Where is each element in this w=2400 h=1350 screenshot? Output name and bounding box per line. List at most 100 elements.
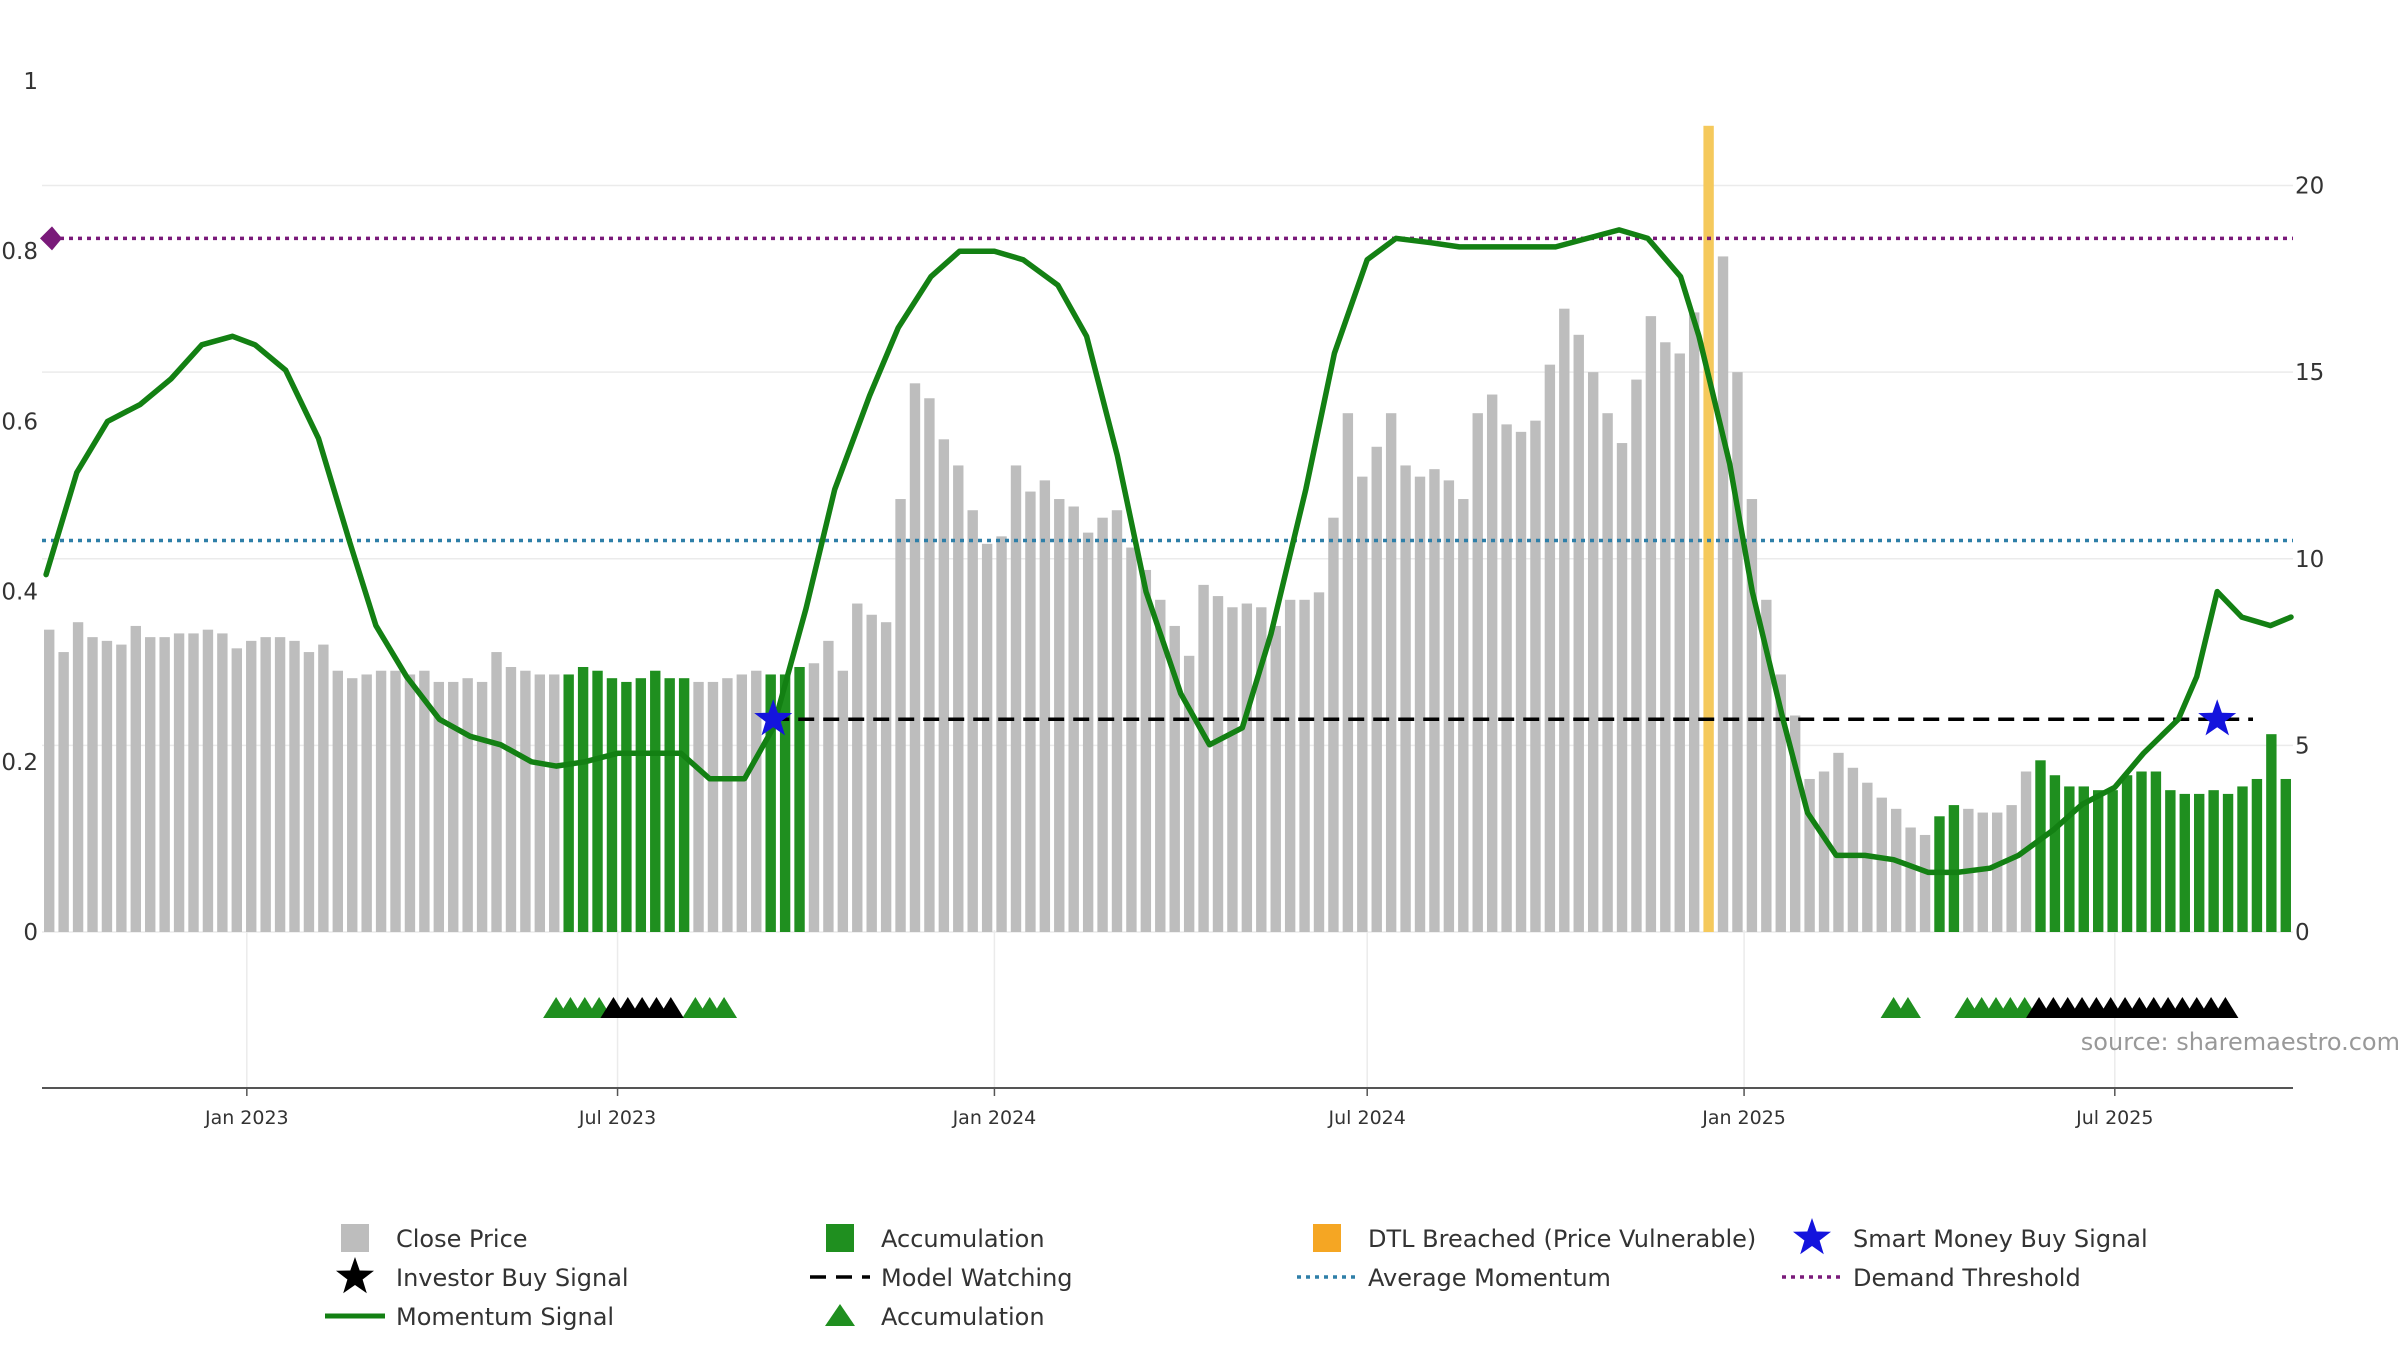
close-price-bar: [1270, 625, 1281, 932]
legend-item-model-watching: Model Watching: [810, 1264, 1073, 1292]
close-price-bar: [159, 637, 170, 932]
close-price-bar: [1097, 517, 1108, 932]
right-tick-label: 15: [2295, 360, 2324, 386]
close-price-bar: [1169, 625, 1180, 932]
source-label: source: sharemaestro.com: [2081, 1028, 2400, 1056]
close-price-bar: [505, 666, 517, 932]
legend-label: Model Watching: [881, 1264, 1073, 1292]
close-price-bar: [1587, 372, 1599, 932]
close-price-bar: [332, 670, 343, 932]
legend-item-investor-buy: Investor Buy Signal: [336, 1257, 629, 1294]
close-price-bar: [375, 670, 387, 932]
right-tick-label: 10: [2295, 547, 2324, 573]
legend-star-icon: [336, 1257, 374, 1294]
close-price-bar: [953, 465, 964, 932]
left-tick-label: 0.4: [1, 580, 38, 606]
accumulation-bar: [2093, 790, 2104, 932]
legend-label: Smart Money Buy Signal: [1853, 1225, 2148, 1253]
accumulation-bar: [664, 678, 675, 932]
legend-label: Close Price: [396, 1225, 528, 1253]
close-price-bar: [1429, 469, 1440, 932]
legend-item-accumulation-tri: Accumulation: [825, 1303, 1045, 1331]
accumulation-bar: [2194, 793, 2205, 932]
accumulation-bar: [592, 670, 603, 932]
x-tick-label: Jul 2024: [1328, 1107, 1406, 1129]
accumulation-bar: [635, 678, 647, 932]
left-tick-label: 0: [23, 920, 38, 946]
momentum-signal-line: [43, 227, 2294, 876]
close-price-bar: [1284, 599, 1296, 932]
legend-label: Average Momentum: [1368, 1264, 1611, 1292]
close-price-bar: [1616, 443, 1628, 932]
accumulation-bar: [2136, 771, 2147, 932]
legend-label: Momentum Signal: [396, 1303, 614, 1331]
accumulation-bar: [2049, 775, 2061, 932]
investor-buy-triangle: [2212, 997, 2239, 1018]
close-price-bar: [1515, 431, 1527, 932]
close-price-bar: [1775, 674, 1786, 932]
investor-buy-triangle: [657, 997, 684, 1018]
accumulation-bar: [2064, 786, 2075, 932]
close-price-bar: [1789, 715, 1801, 932]
close-price-bar: [217, 633, 228, 932]
close-price-bar: [1414, 476, 1426, 932]
close-price-bar: [722, 678, 733, 932]
close-price-bar: [1212, 596, 1224, 932]
close-price-bar: [491, 652, 502, 932]
accumulation-bar: [577, 666, 589, 932]
legend-swatch: [826, 1224, 854, 1252]
close-price-bar: [1443, 480, 1455, 932]
accumulation-bar: [2208, 790, 2219, 932]
close-price-bar: [981, 543, 993, 932]
legend-label: Accumulation: [881, 1303, 1045, 1331]
close-price-bar: [1111, 510, 1123, 932]
accumulation-bar: [2078, 786, 2089, 932]
close-price-bar: [880, 622, 892, 932]
close-price-bar: [72, 622, 84, 932]
close-price-bar: [58, 652, 69, 932]
close-price-bar: [274, 637, 286, 932]
accumulation-bar: [2280, 778, 2291, 932]
legend-item-accumulation: Accumulation: [826, 1224, 1045, 1253]
close-price-bar: [116, 644, 127, 932]
accumulation-bar: [678, 678, 690, 932]
accumulation-bar: [2107, 790, 2118, 932]
close-price-bar: [1717, 256, 1729, 933]
x-tick-label: Jan 2023: [204, 1107, 289, 1129]
close-price-bar: [1328, 517, 1339, 932]
close-price-bar: [1501, 424, 1512, 932]
close-price-bar: [707, 681, 719, 932]
close-price-bar: [1573, 334, 1584, 932]
legend-item-close-price: Close Price: [341, 1224, 528, 1253]
accumulation-bar: [2035, 760, 2046, 932]
close-price-bar: [1400, 465, 1411, 932]
close-price-bar: [145, 637, 156, 932]
close-price-bar: [823, 640, 834, 932]
accumulation-bar: [2222, 793, 2234, 932]
legend-item-avg-momentum: Average Momentum: [1297, 1264, 1611, 1292]
close-price-bar: [188, 633, 199, 932]
close-price-bar: [1227, 607, 1238, 932]
dtl-breached-bar: [1703, 125, 1714, 932]
close-price-bar: [549, 674, 560, 932]
close-price-bar: [534, 674, 546, 932]
legend-label: DTL Breached (Price Vulnerable): [1368, 1225, 1756, 1253]
accumulation-bar: [794, 666, 805, 932]
close-price-bar: [1530, 420, 1541, 932]
accumulation-bar: [2251, 778, 2263, 932]
close-price-bar: [1977, 812, 1988, 932]
close-price-bar: [462, 678, 473, 932]
accumulation-bar: [2165, 790, 2176, 932]
close-price-bar: [1905, 827, 1916, 932]
close-price-bar: [1082, 532, 1094, 932]
close-price-bar: [303, 652, 315, 932]
accumulation-bar: [779, 674, 791, 932]
close-price-bar: [1833, 752, 1844, 932]
close-price-bar: [909, 383, 921, 932]
x-tick-label: Jul 2023: [578, 1107, 656, 1129]
accumulation-bar: [563, 674, 574, 932]
close-price-bar: [101, 640, 113, 932]
legend-triangle-icon: [825, 1304, 855, 1326]
close-price-bar: [1299, 599, 1310, 932]
